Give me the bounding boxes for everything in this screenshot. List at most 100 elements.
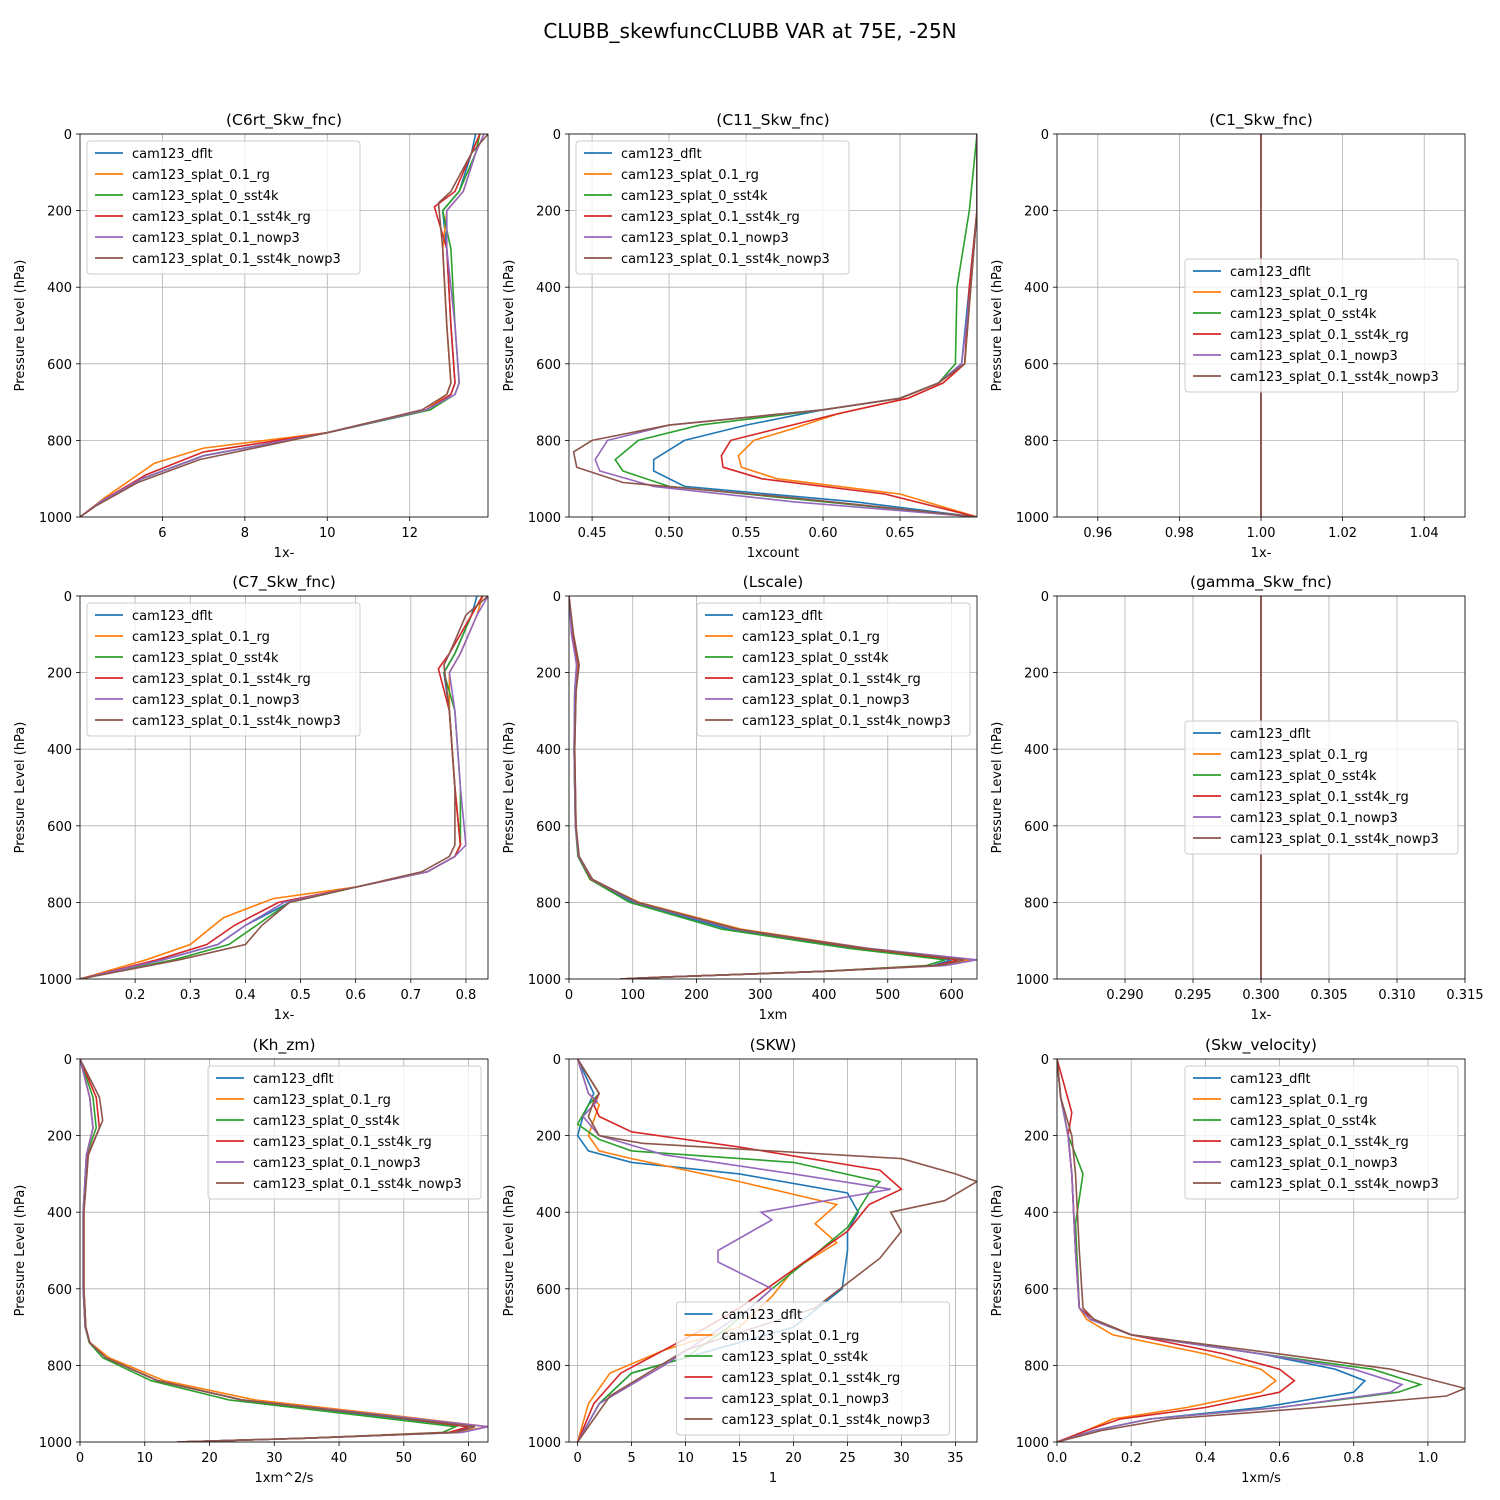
y-tick-label: 600 <box>536 820 561 835</box>
x-tick-label: 0.0 <box>1047 1451 1068 1466</box>
legend: cam123_dflt cam123_splat_0.1_rg cam123_spl… <box>86 140 361 275</box>
legend-label: cam123_splat_0_sst4k <box>1230 1114 1377 1129</box>
legend-box <box>1184 258 1459 393</box>
chart-title: (C11_Skw_fnc) <box>716 111 829 130</box>
legend-label: cam123_splat_0.1_nowp3 <box>132 231 300 246</box>
legend-label: cam123_splat_0_sst4k <box>742 651 889 666</box>
plot-frame <box>568 133 978 518</box>
x-tick-label: 0.7 <box>400 988 421 1003</box>
legend: cam123_dflt cam123_splat_0.1_rg cam123_spl… <box>1184 1065 1459 1200</box>
x-tick-label: 35 <box>947 1451 964 1466</box>
x-tick-label: 0.60 <box>809 526 838 541</box>
x-tick-label: 1.00 <box>1247 526 1276 541</box>
y-tick-label: 200 <box>536 667 561 682</box>
y-tick-label: 1000 <box>39 1436 72 1451</box>
legend-label: cam123_splat_0.1_sst4k_nowp3 <box>1230 370 1439 385</box>
legend-label: cam123_splat_0.1_sst4k_rg <box>742 672 921 687</box>
y-tick-label: 800 <box>1024 896 1049 911</box>
x-tick-label: 12 <box>401 526 418 541</box>
legend-label: cam123_splat_0.1_sst4k_rg <box>621 210 800 225</box>
legend-label: cam123_dflt <box>132 609 213 624</box>
legend-label: cam123_splat_0.1_sst4k_nowp3 <box>1230 832 1439 847</box>
legend-label: cam123_splat_0.1_sst4k_rg <box>1230 790 1409 805</box>
x-axis-label: 1x- <box>1251 1008 1272 1023</box>
plot-frame <box>79 1058 489 1443</box>
y-tick-label: 400 <box>536 281 561 296</box>
y-tick-label: 600 <box>536 1283 561 1298</box>
legend-label: cam123_splat_0_sst4k <box>132 651 279 666</box>
legend-label: cam123_splat_0.1_sst4k_nowp3 <box>621 252 830 267</box>
plot-frame <box>1056 1058 1466 1443</box>
y-tick-label: 600 <box>1024 1283 1049 1298</box>
y-tick-label: 200 <box>47 205 72 220</box>
x-tick-label: 5 <box>627 1451 635 1466</box>
y-axis-label: Pressure Level (hPa) <box>13 260 28 392</box>
series-line-5 <box>80 596 488 979</box>
series-line-6 <box>80 596 488 979</box>
series-line-6 <box>80 134 488 517</box>
legend-label: cam123_splat_0.1_sst4k_nowp3 <box>742 714 951 729</box>
y-tick-label: 0 <box>64 590 72 605</box>
y-tick-label: 800 <box>1024 434 1049 449</box>
y-tick-label: 200 <box>47 1130 72 1145</box>
x-tick-label: 0.45 <box>578 526 607 541</box>
y-tick-label: 400 <box>536 1206 561 1221</box>
chart-panel-6: 0.290 0.295 0.300 0.305 0.310 0.315 0 200 400 600… <box>990 573 1484 1023</box>
legend-label: cam123_splat_0_sst4k <box>1230 307 1377 322</box>
legend-box <box>86 140 361 275</box>
y-tick-label: 200 <box>1024 1130 1049 1145</box>
x-tick-label: 0.2 <box>1121 1451 1142 1466</box>
y-tick-label: 200 <box>536 205 561 220</box>
x-tick-label: 25 <box>839 1451 856 1466</box>
x-tick-label: 0.2 <box>125 988 146 1003</box>
y-tick-label: 0 <box>553 1053 561 1068</box>
x-tick-label: 0.315 <box>1446 988 1483 1003</box>
legend-label: cam123_splat_0.1_nowp3 <box>253 1156 421 1171</box>
y-tick-label: 800 <box>536 896 561 911</box>
x-tick-label: 0.5 <box>290 988 311 1003</box>
x-tick-label: 0.3 <box>180 988 201 1003</box>
legend-label: cam123_dflt <box>742 609 823 624</box>
legend-label: cam123_splat_0.1_rg <box>722 1329 860 1344</box>
y-tick-label: 400 <box>47 281 72 296</box>
series-line-4 <box>80 134 481 517</box>
x-tick-label: 1.04 <box>1410 526 1439 541</box>
legend-label: cam123_dflt <box>253 1072 334 1087</box>
legend-label: cam123_splat_0.1_rg <box>132 168 270 183</box>
y-tick-label: 400 <box>1024 1206 1049 1221</box>
legend-label: cam123_dflt <box>621 147 702 162</box>
x-tick-label: 8 <box>241 526 249 541</box>
x-tick-label: 200 <box>684 988 709 1003</box>
legend: cam123_dflt cam123_splat_0.1_rg cam123_spl… <box>86 602 361 737</box>
chart-panel-2: 0.45 0.50 0.55 0.60 0.65 0 200 400 600 800 1000 (C1… <box>502 111 978 561</box>
chart-title: (SKW) <box>750 1036 797 1054</box>
y-tick-label: 200 <box>536 1130 561 1145</box>
x-tick-label: 0.4 <box>1195 1451 1216 1466</box>
x-tick-label: 0.6 <box>1269 1451 1290 1466</box>
legend: cam123_dflt cam123_splat_0.1_rg cam123_spl… <box>676 1301 950 1436</box>
x-tick-label: 0.290 <box>1106 988 1143 1003</box>
chart-panel-4: 0.2 0.3 0.4 0.5 0.6 0.7 0.8 0 200 400 600 800 1000 (C… <box>13 573 489 1023</box>
legend-label: cam123_splat_0.1_sst4k_nowp3 <box>722 1413 931 1428</box>
series-line-4 <box>576 1059 903 1442</box>
legend-label: cam123_splat_0.1_rg <box>253 1093 391 1108</box>
legend-label: cam123_splat_0.1_sst4k_rg <box>722 1371 901 1386</box>
y-tick-label: 1000 <box>1016 973 1049 988</box>
figure-title: CLUBB_skewfuncCLUBB VAR at 75E, -25N <box>543 19 956 43</box>
plot-frame <box>79 133 489 518</box>
legend-label: cam123_splat_0.1_sst4k_rg <box>1230 328 1409 343</box>
legend-label: cam123_splat_0.1_sst4k_nowp3 <box>253 1177 462 1192</box>
legend-label: cam123_splat_0.1_sst4k_rg <box>253 1135 432 1150</box>
y-tick-label: 800 <box>536 434 561 449</box>
x-tick-label: 0.300 <box>1242 988 1279 1003</box>
chart-panel-7: 0 10 20 30 40 50 6002004006008001000(Kh_zm)1xm… <box>13 1036 489 1486</box>
y-tick-label: 0 <box>64 128 72 143</box>
y-tick-label: 600 <box>47 820 72 835</box>
x-axis-label: 1xm/s <box>1241 1471 1281 1486</box>
x-tick-label: 0.305 <box>1310 988 1347 1003</box>
chart-panel-3: 0.96 0.98 1.00 1.02 1.04 0 200 400 600 800 1000 (C1… <box>990 111 1466 561</box>
chart-title: (Kh_zm) <box>252 1036 315 1055</box>
legend-label: cam123_splat_0.1_nowp3 <box>1230 349 1398 364</box>
plot-frame <box>79 595 489 980</box>
x-tick-label: 0.8 <box>456 988 477 1003</box>
